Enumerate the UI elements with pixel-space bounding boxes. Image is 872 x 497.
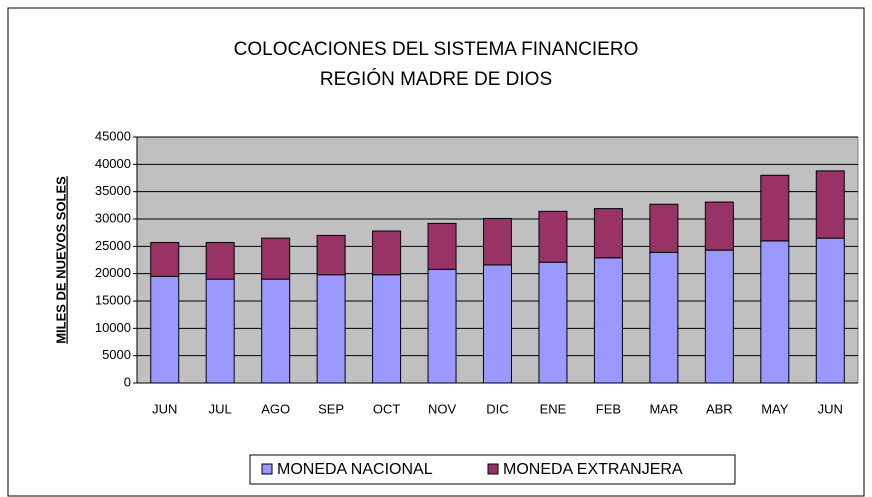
- bar-segment: [427, 268, 457, 384]
- y-tick-label: 35000: [95, 183, 131, 198]
- y-tick-label: 15000: [95, 292, 131, 307]
- bar-segment: [649, 251, 679, 384]
- bar-segment: [261, 237, 291, 280]
- x-tick-label: DIC: [486, 401, 508, 416]
- x-tick-label: NOV: [428, 401, 457, 416]
- y-tick-label: 10000: [95, 320, 131, 335]
- chart-subtitle: REGIÓN MADRE DE DIOS: [320, 68, 552, 90]
- bar-segment: [150, 275, 180, 384]
- x-tick-label: FEB: [596, 401, 621, 416]
- x-tick-label: MAY: [761, 401, 789, 416]
- x-tick-label: SEP: [318, 401, 344, 416]
- bar-segment: [205, 242, 235, 280]
- legend-swatch: [487, 463, 499, 475]
- legend-swatch: [261, 463, 273, 475]
- y-tick-label: 30000: [95, 210, 131, 225]
- bar-segment: [760, 174, 790, 242]
- bar-segment: [150, 242, 180, 277]
- bar-segment: [593, 257, 623, 384]
- bar-segment: [427, 222, 457, 270]
- bar-segment: [261, 278, 291, 384]
- bar-segment: [593, 208, 623, 259]
- y-tick-label: 0: [124, 374, 131, 389]
- y-tick-label: 40000: [95, 156, 131, 171]
- bar-segment: [649, 203, 679, 253]
- x-tick-label: JUN: [152, 401, 177, 416]
- bar-segment: [538, 210, 568, 263]
- y-tick-label: 20000: [95, 265, 131, 280]
- bar-segment: [316, 234, 346, 276]
- chart-title: COLOCACIONES DEL SISTEMA FINANCIERO: [234, 39, 639, 60]
- bar-segment: [704, 201, 734, 251]
- bar-segment: [815, 237, 845, 384]
- y-tick-label: 5000: [102, 347, 131, 362]
- x-tick-label: MAR: [649, 401, 678, 416]
- bar-segment: [483, 264, 512, 384]
- bar-segment: [372, 274, 402, 384]
- x-tick-label: OCT: [373, 401, 401, 416]
- bar-segment: [815, 170, 845, 239]
- bar-segment: [205, 278, 235, 384]
- x-tick-label: JUL: [209, 401, 232, 416]
- bar-segment: [538, 261, 568, 384]
- x-tick-label: AGO: [261, 401, 290, 416]
- x-tick-label: ABR: [706, 401, 733, 416]
- bar-segment: [372, 230, 402, 276]
- x-tick-label: JUN: [818, 401, 843, 416]
- y-tick-label: 45000: [95, 128, 131, 143]
- bar-segment: [760, 240, 790, 384]
- y-axis-label: MILES DE NUEVOS SOLES: [53, 176, 68, 344]
- bar-segment: [704, 249, 734, 384]
- legend-label: MONEDA EXTRANJERA: [503, 461, 683, 478]
- y-tick-label: 25000: [95, 238, 131, 253]
- legend-label: MONEDA NACIONAL: [277, 461, 433, 478]
- x-tick-label: ENE: [540, 401, 567, 416]
- bar-segment: [316, 274, 346, 384]
- bar-segment: [483, 217, 512, 266]
